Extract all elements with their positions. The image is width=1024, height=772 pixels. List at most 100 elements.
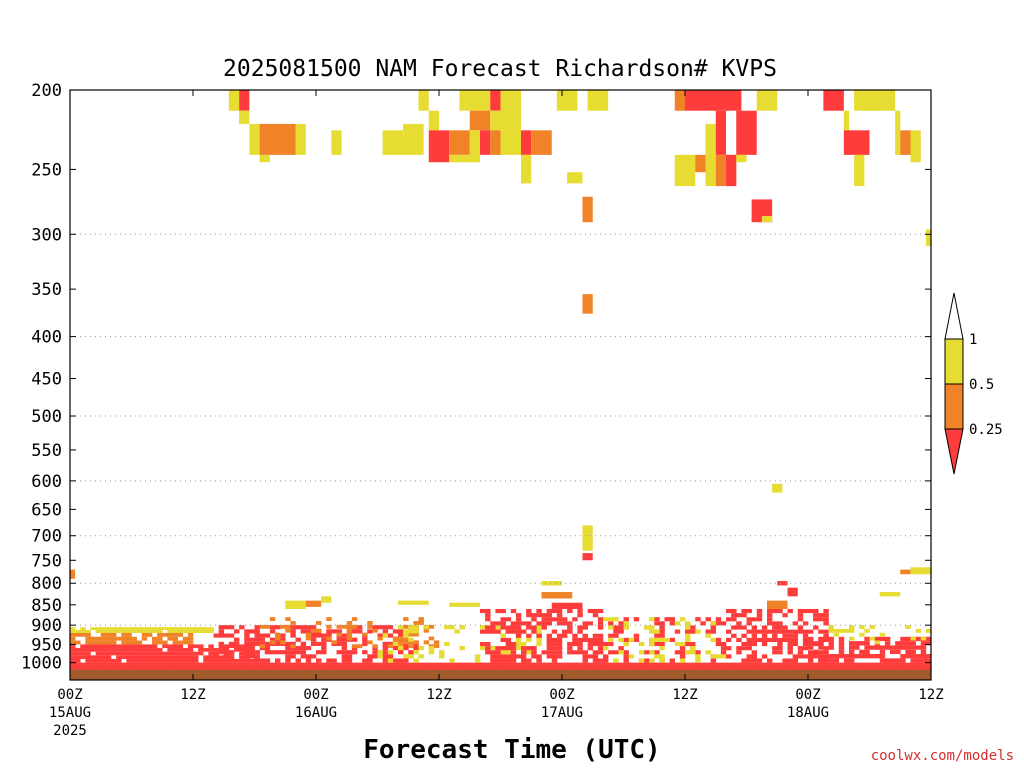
band-cell: [90, 644, 96, 649]
band-cell: [70, 648, 76, 652]
band-cell: [654, 637, 660, 642]
band-cell: [618, 662, 624, 667]
band-cell: [336, 666, 342, 670]
band-cell: [131, 666, 137, 670]
band-cell: [674, 621, 681, 626]
band-cell: [290, 621, 296, 625]
band-cell: [90, 636, 96, 641]
band-cell: [726, 666, 732, 670]
band-cell: [633, 633, 640, 638]
band-cell: [136, 630, 143, 633]
data-cell: [521, 154, 532, 184]
credit-link[interactable]: coolwx.com/models: [871, 748, 1014, 764]
band-cell: [254, 637, 260, 642]
band-cell: [659, 621, 665, 626]
data-cell: [531, 130, 552, 155]
band-cell: [546, 633, 553, 638]
band-cell: [685, 662, 691, 667]
band-cell: [705, 617, 711, 622]
band-cell: [526, 650, 532, 655]
band-cell: [818, 617, 824, 622]
band-cell: [510, 608, 517, 614]
band-cell: [146, 632, 153, 637]
band-cell: [95, 630, 102, 633]
band-cell: [105, 627, 112, 631]
band-cell: [884, 641, 891, 646]
band-cell: [126, 630, 132, 633]
band-cell: [587, 646, 594, 651]
band-cell: [310, 641, 317, 646]
band-cell: [95, 640, 102, 645]
band-cell: [572, 650, 578, 655]
band-cell: [654, 633, 660, 638]
band-cell: [884, 636, 891, 642]
band-cell: [295, 658, 301, 663]
band-cell: [623, 621, 629, 626]
band-cell: [777, 646, 783, 651]
band-cell: [182, 648, 189, 652]
band-cell: [126, 627, 132, 631]
band-cell: [269, 617, 276, 622]
band-cell: [444, 666, 450, 670]
band-cell: [234, 645, 240, 651]
band-cell: [80, 627, 86, 631]
band-cell: [85, 632, 91, 637]
band-cell: [131, 658, 137, 663]
band-cell: [136, 662, 143, 667]
band-cell: [85, 655, 91, 659]
band-cell: [751, 625, 758, 630]
band-cell: [167, 655, 173, 659]
chart-title: 2025081500 NAM Forecast Richardson# KVPS: [223, 56, 777, 82]
band-cell: [833, 632, 840, 637]
band-cell: [136, 648, 143, 652]
band-cell: [182, 627, 189, 631]
band-cell: [510, 625, 517, 630]
band-cell: [126, 651, 132, 656]
band-cell: [131, 662, 137, 667]
band-cell: [377, 636, 383, 641]
band-cell: [551, 658, 558, 663]
band-cell: [608, 666, 614, 670]
band-cell: [269, 625, 276, 630]
band-cell: [623, 641, 629, 647]
band-cell: [382, 662, 389, 667]
band-cell: [582, 633, 588, 638]
band-cell: [828, 658, 834, 663]
data-cell: [398, 600, 429, 605]
band-cell: [316, 641, 322, 646]
band-cell: [582, 625, 588, 630]
band-cell: [70, 630, 76, 633]
y-tick-label: 300: [31, 225, 62, 245]
band-cell: [715, 617, 722, 622]
band-cell: [654, 617, 660, 622]
band-cell: [746, 658, 752, 663]
band-cell: [767, 666, 773, 670]
band-cell: [787, 629, 793, 634]
data-cell: [228, 90, 240, 111]
band-cell: [920, 641, 927, 646]
data-cell: [695, 154, 706, 173]
band-cell: [746, 654, 752, 659]
band-cell: [80, 632, 86, 637]
band-cell: [131, 655, 137, 659]
band-cell: [541, 666, 547, 670]
band-cell: [613, 658, 619, 663]
band-cell: [444, 641, 450, 646]
band-cell: [808, 636, 814, 642]
band-cell: [756, 662, 763, 667]
band-cell: [910, 654, 916, 659]
band-cell: [582, 621, 588, 626]
band-cell: [249, 641, 255, 646]
band-cell: [715, 666, 722, 670]
band-cell: [177, 640, 184, 645]
band-cell: [623, 666, 629, 670]
band-cell: [546, 608, 553, 614]
band-cell: [316, 628, 322, 633]
band-cell: [700, 662, 706, 667]
band-cell: [864, 649, 870, 655]
band-cell: [259, 633, 266, 638]
band-cell: [121, 651, 127, 656]
band-cell: [167, 636, 173, 641]
band-cell: [439, 654, 445, 659]
band-cell: [326, 666, 332, 670]
